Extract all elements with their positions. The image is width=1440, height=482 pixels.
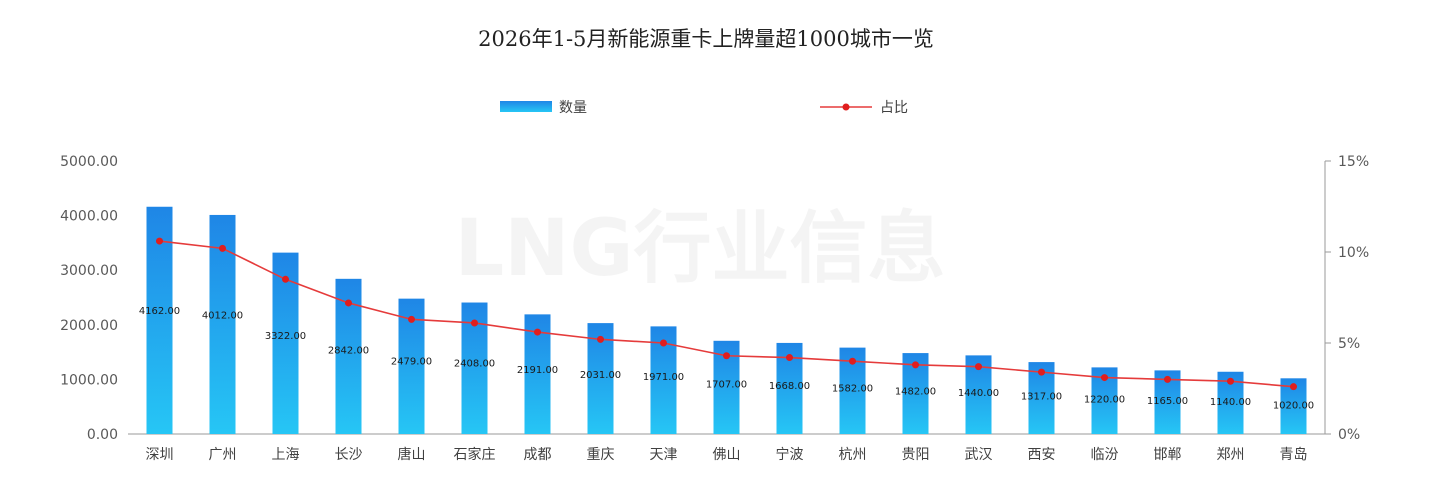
category-label: 西安 (1028, 447, 1056, 463)
bar-data-label: 1582.00 (832, 383, 873, 394)
category-labels: 深圳 广州 上海 长沙 唐山 石家庄 成都 重庆 天津 佛山 宁波 杭州 贵阳 武汉 西安 临汾 邯郸 郑州 青岛 (146, 446, 1308, 463)
category-label: 郑州 (1217, 447, 1245, 463)
share-point (1038, 368, 1045, 376)
bar-data-label: 2842.00 (328, 346, 369, 357)
y-left-ticks: 0.00 1000.00 2000.00 3000.00 4000.00 5000.00 (60, 154, 118, 443)
category-label: 成都 (524, 447, 552, 463)
share-point (408, 315, 415, 323)
category-label: 石家庄 (454, 446, 496, 463)
watermark: LNG行业信息 (454, 204, 945, 294)
category-label: 武汉 (965, 447, 993, 463)
share-point (345, 299, 352, 307)
bar-data-label: 2191.00 (517, 365, 558, 376)
legend-label-share: 占比 (880, 100, 908, 116)
category-label: 长沙 (335, 447, 363, 463)
bar-data-label: 1317.00 (1021, 391, 1062, 402)
share-point (471, 319, 478, 327)
category-label: 青岛 (1280, 447, 1308, 463)
legend-label-count: 数量 (559, 100, 587, 116)
bar-data-label: 1020.00 (1273, 400, 1314, 411)
bar-data-label: 2479.00 (391, 357, 432, 368)
category-label: 上海 (272, 447, 300, 463)
y-left-tick-label: 2000.00 (60, 318, 118, 334)
y-right-ticks: 0% 5% 10% 15% (1325, 154, 1369, 443)
share-point (723, 352, 730, 360)
share-point (912, 361, 919, 369)
y-left-tick-label: 3000.00 (60, 263, 118, 279)
share-point (660, 339, 667, 347)
bar-data-label: 1165.00 (1147, 396, 1188, 407)
y-left-tick-label: 5000.00 (60, 154, 118, 170)
category-label: 贵阳 (902, 447, 930, 463)
data-labels: 4162.00 4012.00 3322.00 2842.00 2479.00 2408.… (139, 306, 1314, 411)
category-label: 佛山 (713, 447, 741, 463)
category-label: 宁波 (776, 446, 804, 463)
y-left-tick-label: 1000.00 (60, 372, 118, 388)
share-point (534, 328, 541, 336)
y-right-tick-label: 5% (1338, 336, 1360, 352)
bar-data-label: 1971.00 (643, 372, 684, 383)
share-point (849, 357, 856, 365)
category-label: 临汾 (1091, 447, 1119, 463)
category-label: 杭州 (839, 447, 867, 463)
bar-data-label: 1668.00 (769, 381, 810, 392)
legend: 数量 占比 (500, 100, 908, 116)
category-label: 重庆 (587, 447, 615, 463)
share-point (219, 244, 226, 252)
share-point (1227, 377, 1234, 385)
legend-bar-swatch (500, 101, 552, 112)
share-point (597, 335, 604, 343)
category-label: 唐山 (398, 446, 426, 463)
share-point (1164, 375, 1171, 383)
bar-data-label: 1140.00 (1210, 397, 1251, 408)
chart-title: 2026年1-5月新能源重卡上牌量超1000城市一览 (478, 27, 934, 51)
y-right-tick-label: 0% (1338, 427, 1360, 443)
bar-data-label: 2408.00 (454, 359, 495, 370)
bar-data-label: 4162.00 (139, 306, 180, 317)
y-right-tick-label: 10% (1338, 245, 1369, 261)
share-point (282, 275, 289, 283)
bar-data-label: 1440.00 (958, 388, 999, 399)
bar-data-label: 1482.00 (895, 386, 936, 397)
category-label: 深圳 (146, 447, 174, 463)
bar-data-label: 1707.00 (706, 380, 747, 391)
bar-data-label: 4012.00 (202, 311, 243, 322)
y-right-tick-label: 15% (1338, 154, 1369, 170)
bar (146, 206, 173, 434)
bar-data-label: 3322.00 (265, 331, 306, 342)
share-point (1101, 374, 1108, 382)
share-point (156, 237, 163, 245)
line-series (156, 237, 1297, 391)
legend-line-marker (842, 103, 850, 111)
category-label: 邯郸 (1154, 447, 1182, 463)
category-label: 天津 (650, 447, 678, 463)
y-left-tick-label: 0.00 (87, 427, 118, 443)
share-point (786, 354, 793, 362)
bar-data-label: 1220.00 (1084, 394, 1125, 405)
category-label: 广州 (209, 447, 237, 463)
bar-data-label: 2031.00 (580, 370, 621, 381)
y-left-tick-label: 4000.00 (60, 209, 118, 225)
share-point (1290, 383, 1297, 391)
share-point (975, 363, 982, 371)
